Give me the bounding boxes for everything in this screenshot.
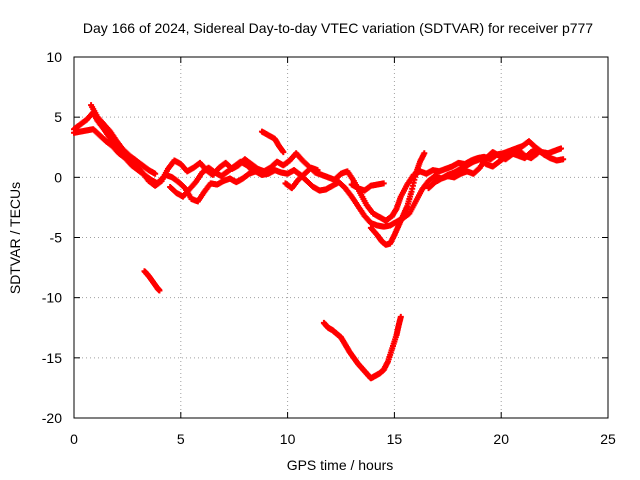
- y-tick-label: -10: [42, 290, 62, 306]
- data-point: [256, 167, 263, 174]
- data-point: [156, 287, 163, 294]
- series-segment-a: [88, 102, 159, 177]
- series-segment-f: [367, 150, 428, 248]
- data-point: [421, 150, 428, 157]
- series-segment-h: [141, 268, 163, 294]
- x-tick-label: 25: [600, 431, 616, 447]
- x-tick-label: 0: [70, 431, 78, 447]
- data-point: [534, 150, 541, 157]
- x-axis-label: GPS time / hours: [287, 457, 394, 473]
- axis-ticks: 0 5 10 15 20 25 -20 -15 -10 -5 0 5 10: [42, 49, 616, 447]
- series-segment-i: [320, 313, 404, 382]
- series-main-lower: [71, 126, 567, 230]
- grid-lines: [74, 57, 608, 418]
- data-point: [397, 313, 404, 320]
- x-tick-label: 5: [177, 431, 185, 447]
- x-tick-label: 10: [280, 431, 296, 447]
- y-tick-label: -20: [42, 410, 62, 426]
- x-tick-label: 15: [387, 431, 403, 447]
- series-segment-c: [258, 128, 287, 156]
- y-tick-label: 5: [54, 109, 62, 125]
- x-tick-label: 20: [493, 431, 509, 447]
- y-tick-label: -5: [50, 230, 63, 246]
- data-marks: [71, 102, 567, 382]
- series-segment-d: [282, 164, 321, 192]
- series-segment-e: [348, 180, 387, 194]
- y-tick-label: 0: [54, 169, 62, 185]
- data-point: [314, 167, 321, 174]
- data-point: [152, 170, 159, 177]
- data-point: [558, 145, 565, 152]
- data-point: [280, 149, 287, 156]
- data-point: [380, 180, 387, 187]
- chart-title: Day 166 of 2024, Sidereal Day-to-day VTE…: [83, 20, 593, 36]
- y-tick-label: 10: [46, 49, 62, 65]
- y-tick-label: -15: [42, 350, 62, 366]
- data-point: [560, 156, 567, 163]
- series-segment-g: [425, 146, 541, 192]
- y-axis-label: SDTVAR / TECUs: [7, 182, 23, 294]
- series-segment-b: [167, 158, 263, 200]
